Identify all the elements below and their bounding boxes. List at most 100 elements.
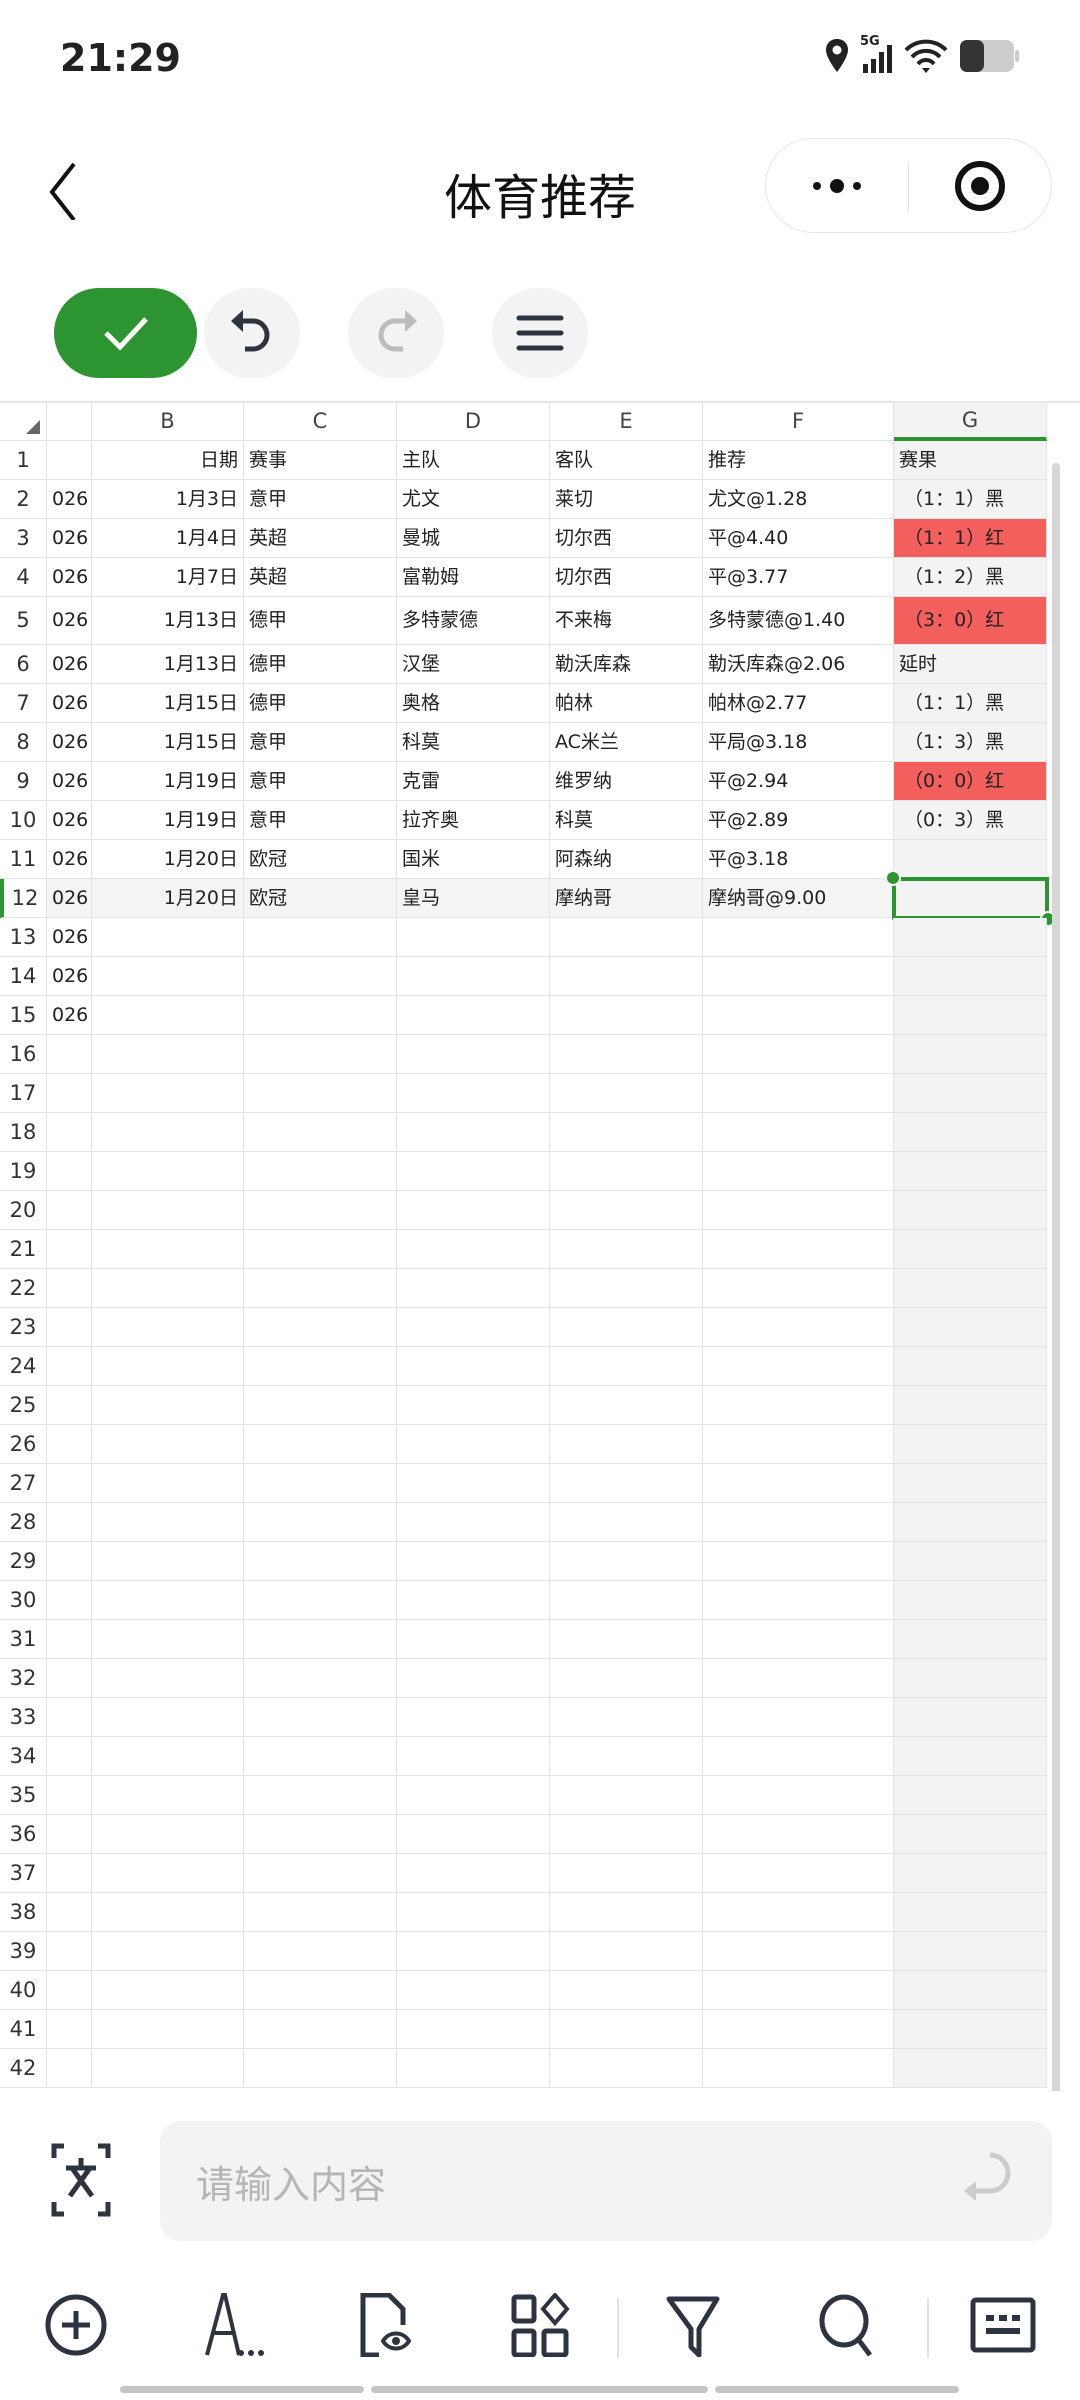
- cell-B3[interactable]: 1月4日: [92, 519, 244, 558]
- cell-E38[interactable]: [550, 1893, 703, 1932]
- insert-button[interactable]: [41, 2290, 111, 2360]
- cell-A38[interactable]: [47, 1893, 92, 1932]
- cell-D33[interactable]: [397, 1698, 550, 1737]
- cell-E41[interactable]: [550, 2010, 703, 2049]
- cell-E17[interactable]: [550, 1074, 703, 1113]
- cell-F4[interactable]: 平@3.77: [703, 558, 894, 597]
- cell-G29[interactable]: [894, 1542, 1047, 1581]
- cell-A20[interactable]: [47, 1191, 92, 1230]
- cell-F27[interactable]: [703, 1464, 894, 1503]
- cell-E21[interactable]: [550, 1230, 703, 1269]
- cell-E8[interactable]: AC米兰: [550, 723, 703, 762]
- cell-D8[interactable]: 科莫: [397, 723, 550, 762]
- cell-F24[interactable]: [703, 1347, 894, 1386]
- cell-F7[interactable]: 帕林@2.77: [703, 684, 894, 723]
- cell-A15[interactable]: 026: [47, 996, 92, 1035]
- cell-C42[interactable]: [244, 2049, 397, 2088]
- cell-B11[interactable]: 1月20日: [92, 840, 244, 879]
- row-header-3[interactable]: 3: [0, 519, 47, 558]
- cell-C28[interactable]: [244, 1503, 397, 1542]
- cell-G39[interactable]: [894, 1932, 1047, 1971]
- cell-C31[interactable]: [244, 1620, 397, 1659]
- cell-B30[interactable]: [92, 1581, 244, 1620]
- cell-A3[interactable]: 026: [47, 519, 92, 558]
- cell-A7[interactable]: 026: [47, 684, 92, 723]
- spreadsheet-grid[interactable]: B C D E F G 1 日期 赛事 主队 客队 推荐 赛果 2 026 1月3日 意甲 尤文 莱切 尤文@1.28…: [0, 401, 1080, 2091]
- cell-E29[interactable]: [550, 1542, 703, 1581]
- cell-E22[interactable]: [550, 1269, 703, 1308]
- row-header-30[interactable]: 30: [0, 1581, 47, 1620]
- row-header-35[interactable]: 35: [0, 1776, 47, 1815]
- cell-B41[interactable]: [92, 2010, 244, 2049]
- cell-F8[interactable]: 平局@3.18: [703, 723, 894, 762]
- cell-A35[interactable]: [47, 1776, 92, 1815]
- cell-A18[interactable]: [47, 1113, 92, 1152]
- cell-E27[interactable]: [550, 1464, 703, 1503]
- cell-F28[interactable]: [703, 1503, 894, 1542]
- cell-C37[interactable]: [244, 1854, 397, 1893]
- cell-A13[interactable]: 026: [47, 918, 92, 957]
- cell-A11[interactable]: 026: [47, 840, 92, 879]
- cell-F21[interactable]: [703, 1230, 894, 1269]
- cell-B7[interactable]: 1月15日: [92, 684, 244, 723]
- cell-A10[interactable]: 026: [47, 801, 92, 840]
- cell-D18[interactable]: [397, 1113, 550, 1152]
- enter-icon[interactable]: [960, 2151, 1012, 2211]
- cell-B42[interactable]: [92, 2049, 244, 2088]
- cell-D12[interactable]: 皇马: [397, 879, 550, 918]
- row-header-16[interactable]: 16: [0, 1035, 47, 1074]
- cell-E32[interactable]: [550, 1659, 703, 1698]
- cell-F16[interactable]: [703, 1035, 894, 1074]
- cell-C16[interactable]: [244, 1035, 397, 1074]
- cell-G28[interactable]: [894, 1503, 1047, 1542]
- cell-A14[interactable]: 026: [47, 957, 92, 996]
- confirm-button[interactable]: [54, 288, 197, 378]
- cell-F22[interactable]: [703, 1269, 894, 1308]
- cell-D7[interactable]: 奥格: [397, 684, 550, 723]
- cell-G7[interactable]: （1：1）黑: [894, 684, 1047, 723]
- file-preview-button[interactable]: [354, 2290, 424, 2360]
- cell-C25[interactable]: [244, 1386, 397, 1425]
- cell-C17[interactable]: [244, 1074, 397, 1113]
- cell-B5[interactable]: 1月13日: [92, 597, 244, 645]
- cell-B18[interactable]: [92, 1113, 244, 1152]
- cell-D9[interactable]: 克雷: [397, 762, 550, 801]
- cell-B31[interactable]: [92, 1620, 244, 1659]
- cell-E26[interactable]: [550, 1425, 703, 1464]
- cell-E2[interactable]: 莱切: [550, 480, 703, 519]
- cell-F41[interactable]: [703, 2010, 894, 2049]
- cell-D21[interactable]: [397, 1230, 550, 1269]
- cell-B4[interactable]: 1月7日: [92, 558, 244, 597]
- close-button[interactable]: [909, 139, 1051, 232]
- cell-C38[interactable]: [244, 1893, 397, 1932]
- cell-B24[interactable]: [92, 1347, 244, 1386]
- cell-F42[interactable]: [703, 2049, 894, 2088]
- cell-E30[interactable]: [550, 1581, 703, 1620]
- cell-A8[interactable]: 026: [47, 723, 92, 762]
- cell-B6[interactable]: 1月13日: [92, 645, 244, 684]
- cell-C29[interactable]: [244, 1542, 397, 1581]
- cell-A37[interactable]: [47, 1854, 92, 1893]
- cell-A33[interactable]: [47, 1698, 92, 1737]
- cell-input[interactable]: 请输入内容: [160, 2121, 1052, 2241]
- cell-D3[interactable]: 曼城: [397, 519, 550, 558]
- row-header-13[interactable]: 13: [0, 918, 47, 957]
- column-header-C[interactable]: C: [244, 403, 397, 441]
- cell-D5[interactable]: 多特蒙德: [397, 597, 550, 645]
- menu-button[interactable]: [492, 288, 588, 378]
- cell-G15[interactable]: [894, 996, 1047, 1035]
- row-header-7[interactable]: 7: [0, 684, 47, 723]
- cell-F2[interactable]: 尤文@1.28: [703, 480, 894, 519]
- row-header-38[interactable]: 38: [0, 1893, 47, 1932]
- cell-D20[interactable]: [397, 1191, 550, 1230]
- row-header-24[interactable]: 24: [0, 1347, 47, 1386]
- cell-F1[interactable]: 推荐: [703, 441, 894, 480]
- row-header-17[interactable]: 17: [0, 1074, 47, 1113]
- cell-B37[interactable]: [92, 1854, 244, 1893]
- column-header-B[interactable]: B: [92, 403, 244, 441]
- cell-G9[interactable]: （0：0）红: [894, 762, 1047, 801]
- cell-G36[interactable]: [894, 1815, 1047, 1854]
- cell-selection[interactable]: [892, 877, 1049, 920]
- cell-E24[interactable]: [550, 1347, 703, 1386]
- cell-B28[interactable]: [92, 1503, 244, 1542]
